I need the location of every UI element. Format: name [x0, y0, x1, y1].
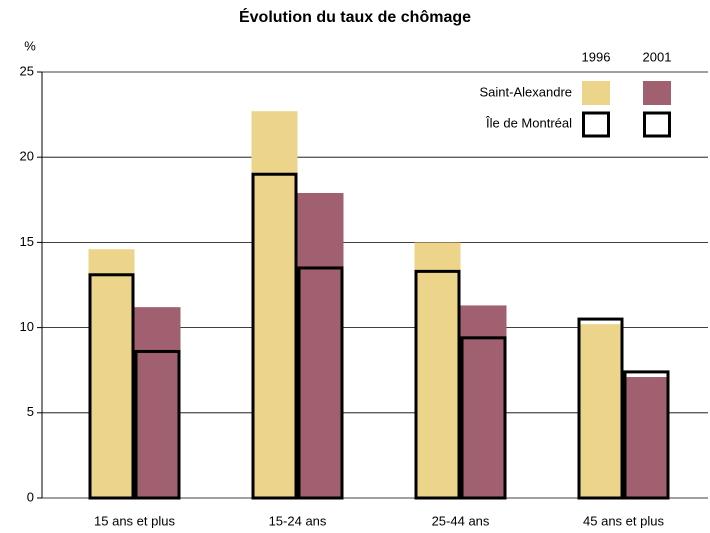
- legend-year: 2001: [643, 49, 672, 64]
- bar: [414, 242, 461, 498]
- y-tick-label: 15: [20, 234, 34, 249]
- bar: [251, 111, 298, 498]
- y-tick-label: 20: [20, 149, 34, 164]
- legend-label: Saint-Alexandre: [480, 84, 573, 99]
- x-tick-label: 25-44 ans: [432, 513, 490, 528]
- bar-outline: [297, 266, 344, 500]
- y-axis-label: %: [24, 38, 36, 53]
- bar: [88, 249, 135, 498]
- bar: [623, 377, 670, 498]
- legend-swatch: [643, 111, 671, 138]
- legend-year: 1996: [582, 49, 611, 64]
- bar-outline: [623, 370, 670, 500]
- bar-outline: [414, 269, 461, 500]
- y-tick-label: 10: [20, 319, 34, 334]
- legend-swatch: [582, 81, 610, 105]
- x-tick-label: 15-24 ans: [269, 513, 327, 528]
- bar-outline: [577, 317, 624, 500]
- y-tick-label: 0: [27, 489, 34, 504]
- bar: [297, 192, 344, 498]
- bar-outline: [134, 349, 181, 500]
- y-tick-label: 5: [27, 404, 34, 419]
- y-tick-label: 25: [20, 63, 34, 78]
- x-tick-label: 15 ans et plus: [94, 513, 175, 528]
- x-tick-label: 45 ans et plus: [583, 513, 664, 528]
- legend-swatch: [643, 81, 671, 105]
- chart-title: Évolution du taux de chômage: [239, 7, 471, 26]
- bar: [460, 305, 507, 498]
- bar: [134, 307, 181, 498]
- legend-label: Île de Montréal: [485, 115, 572, 130]
- bar-outline: [460, 336, 507, 500]
- bar: [577, 324, 624, 498]
- bar-outline: [251, 172, 298, 500]
- bar-outline: [88, 273, 135, 500]
- legend-swatch: [582, 111, 610, 138]
